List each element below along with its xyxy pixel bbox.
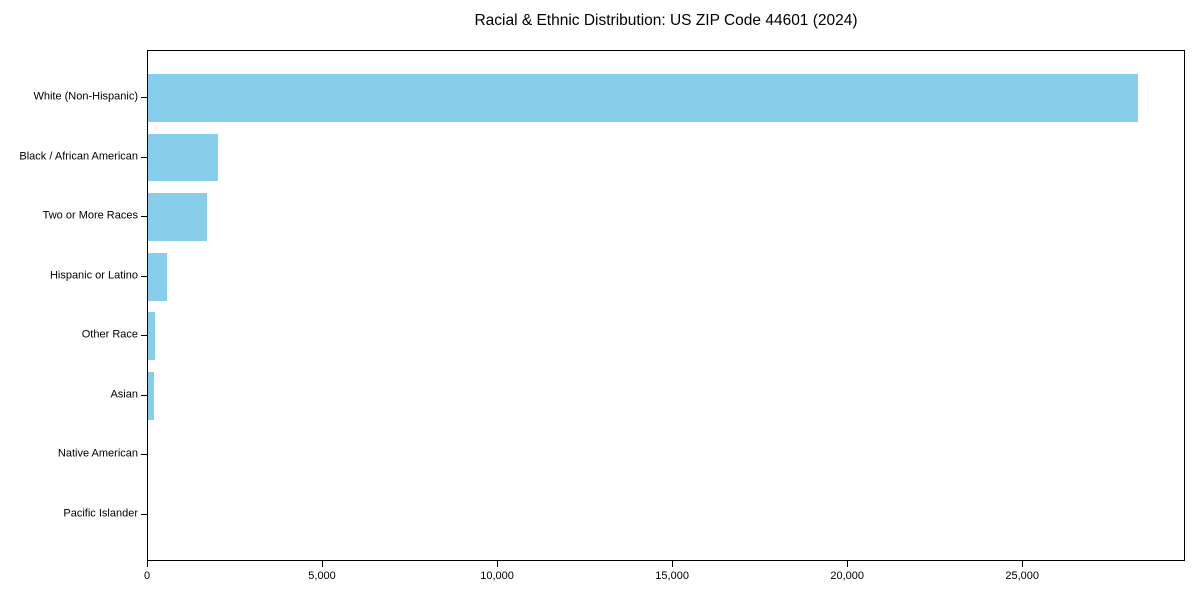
y-tick-label: Two or More Races (42, 209, 138, 222)
y-tick-mark (141, 216, 147, 218)
x-tick-label: 10,000 (480, 570, 514, 582)
x-tick-mark (497, 561, 499, 567)
bars-layer (148, 51, 1184, 560)
x-tick-label: 15,000 (655, 570, 689, 582)
bar-other-race (148, 312, 155, 361)
x-tick-mark (322, 561, 324, 567)
y-tick-label: Other Race (81, 328, 138, 341)
y-tick-mark (141, 275, 147, 277)
bar-two-or-more-races (148, 193, 208, 241)
bar-white-non-hispanic (148, 74, 1138, 122)
x-tick-label: 0 (143, 570, 151, 582)
y-tick-mark (141, 156, 147, 158)
y-tick-mark (141, 97, 147, 99)
bar-asian (148, 372, 154, 420)
y-tick-label: Black / African American (19, 150, 138, 163)
x-tick-label: 5,000 (308, 570, 336, 582)
x-tick-mark (147, 561, 148, 567)
y-tick-mark (141, 454, 147, 456)
y-tick-label: Hispanic or Latino (49, 269, 138, 282)
y-tick-label: Native American (57, 447, 138, 460)
plot-area (147, 50, 1185, 561)
x-tick-mark (847, 561, 849, 567)
y-tick-label: Asian (110, 388, 138, 401)
y-tick-mark (141, 513, 147, 515)
x-tick-label: 20,000 (830, 570, 864, 582)
bar-black-african-american (148, 133, 219, 182)
chart-title: Racial & Ethnic Distribution: US ZIP Cod… (474, 12, 858, 29)
x-tick-mark (1022, 561, 1024, 567)
x-tick-label: 25,000 (1005, 570, 1040, 582)
y-tick-mark (141, 335, 147, 337)
y-tick-mark (141, 394, 147, 396)
x-tick-mark (672, 561, 674, 567)
bar-hispanic-or-latino (148, 252, 167, 301)
y-tick-label: White (Non-Hispanic) (33, 90, 138, 103)
y-tick-label: Pacific Islander (63, 507, 138, 520)
